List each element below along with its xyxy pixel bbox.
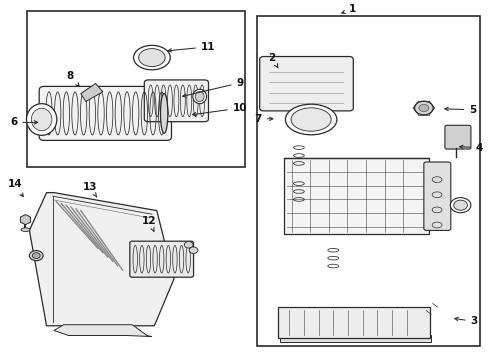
Ellipse shape xyxy=(415,101,433,115)
Ellipse shape xyxy=(450,198,471,213)
FancyBboxPatch shape xyxy=(280,335,431,342)
Polygon shape xyxy=(21,215,30,225)
Ellipse shape xyxy=(193,89,207,104)
Text: 3: 3 xyxy=(455,316,478,327)
Text: 9: 9 xyxy=(183,78,244,97)
FancyBboxPatch shape xyxy=(278,307,430,338)
FancyBboxPatch shape xyxy=(284,158,429,234)
Text: 6: 6 xyxy=(10,117,38,127)
FancyBboxPatch shape xyxy=(39,86,172,140)
FancyBboxPatch shape xyxy=(144,80,209,122)
Ellipse shape xyxy=(189,247,198,253)
Bar xyxy=(257,16,480,346)
Text: 4: 4 xyxy=(460,143,483,153)
Ellipse shape xyxy=(21,228,30,231)
Ellipse shape xyxy=(29,251,43,261)
Ellipse shape xyxy=(139,49,165,67)
Text: 14: 14 xyxy=(7,179,23,197)
FancyBboxPatch shape xyxy=(445,125,471,149)
Polygon shape xyxy=(54,325,152,337)
Ellipse shape xyxy=(26,104,57,135)
Text: 1: 1 xyxy=(342,4,356,14)
Polygon shape xyxy=(81,84,103,102)
Text: 8: 8 xyxy=(67,71,79,86)
Ellipse shape xyxy=(195,91,204,102)
Ellipse shape xyxy=(133,45,171,70)
Text: 13: 13 xyxy=(82,182,97,197)
FancyBboxPatch shape xyxy=(424,162,451,230)
Polygon shape xyxy=(29,193,174,326)
Text: 11: 11 xyxy=(168,42,216,52)
Text: 2: 2 xyxy=(269,53,278,68)
Ellipse shape xyxy=(291,108,331,131)
Bar xyxy=(27,11,245,167)
FancyBboxPatch shape xyxy=(130,241,194,277)
Ellipse shape xyxy=(454,200,467,210)
Text: 5: 5 xyxy=(445,105,476,115)
FancyBboxPatch shape xyxy=(260,57,353,111)
Ellipse shape xyxy=(184,242,193,248)
Ellipse shape xyxy=(32,253,40,258)
Text: 7: 7 xyxy=(254,114,273,124)
Ellipse shape xyxy=(285,104,337,135)
Text: 12: 12 xyxy=(142,216,157,232)
Ellipse shape xyxy=(160,94,168,133)
Text: 10: 10 xyxy=(193,103,247,116)
Ellipse shape xyxy=(31,108,52,131)
Ellipse shape xyxy=(419,104,429,112)
